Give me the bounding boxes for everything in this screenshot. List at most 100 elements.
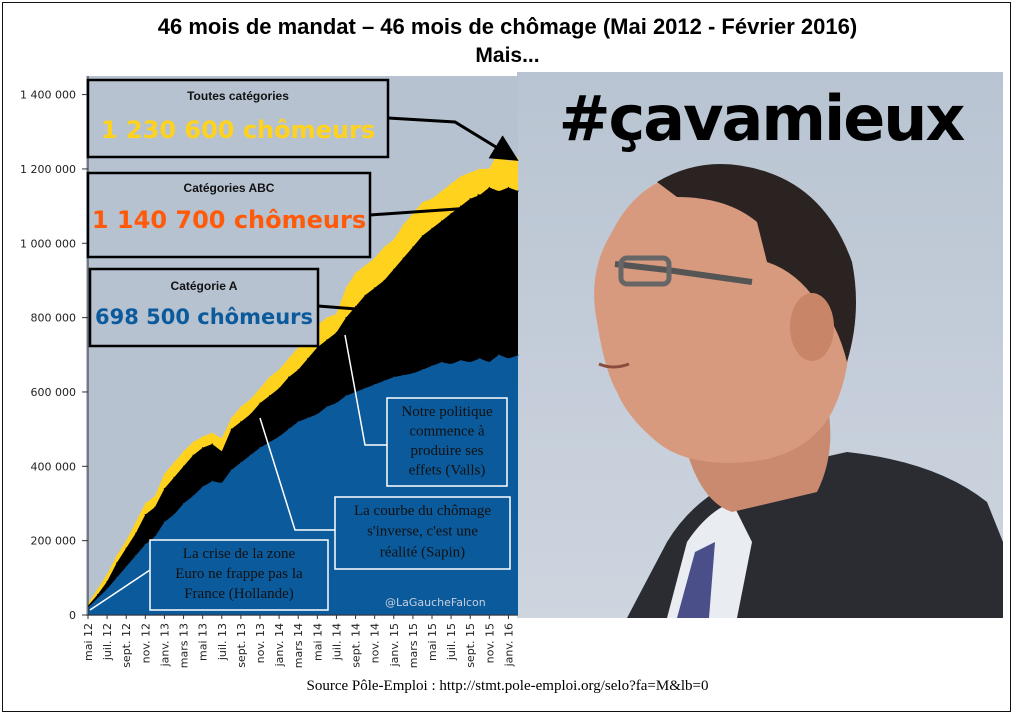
point-a bbox=[507, 357, 509, 360]
point-abc bbox=[412, 246, 414, 248]
point-all bbox=[364, 265, 366, 267]
point-a bbox=[517, 354, 519, 356]
point-a bbox=[421, 369, 423, 371]
point-abc bbox=[221, 450, 223, 452]
y-tick-label: 1 200 000 bbox=[20, 163, 76, 176]
point-all bbox=[135, 521, 137, 523]
point-abc bbox=[106, 580, 108, 583]
annotation-text-sapin: s'inverse, c'est une bbox=[367, 524, 478, 540]
x-tick-label: mars 13 bbox=[178, 623, 191, 668]
point-abc bbox=[326, 339, 328, 341]
annotation-text-hollande: La crise de la zone bbox=[183, 546, 296, 562]
point-abc bbox=[154, 506, 156, 508]
point-a bbox=[230, 469, 232, 471]
point-a bbox=[163, 521, 165, 523]
point-abc bbox=[383, 279, 385, 281]
point-all bbox=[431, 198, 433, 200]
point-a bbox=[345, 395, 347, 397]
point-all bbox=[144, 502, 146, 505]
leader-line-hollande bbox=[89, 569, 151, 611]
arrow-abc bbox=[369, 194, 506, 221]
annotation-box-hollande bbox=[149, 539, 329, 611]
x-tick-label: janv. 16 bbox=[502, 623, 515, 667]
y-tick-label: 1 000 000 bbox=[20, 237, 76, 250]
point-a bbox=[402, 374, 404, 376]
x-tick-label: mai 14 bbox=[311, 623, 324, 661]
x-tick-label: janv. 13 bbox=[158, 623, 171, 667]
point-a bbox=[297, 421, 299, 423]
annotation-text-valls: produire ses bbox=[411, 443, 484, 459]
y-tick-label: 0 bbox=[69, 609, 76, 622]
chart-title: 46 mois de mandat – 46 mois de chômage (… bbox=[157, 14, 858, 39]
x-tick-label: janv. 15 bbox=[388, 623, 401, 667]
point-a bbox=[202, 486, 204, 488]
x-tick-label: sept. 14 bbox=[350, 623, 363, 668]
point-all bbox=[125, 540, 127, 542]
point-a bbox=[97, 597, 99, 599]
point-a bbox=[288, 428, 290, 430]
value-box-all bbox=[86, 78, 390, 159]
x-tick-label: nov. 12 bbox=[139, 623, 152, 663]
point-all bbox=[479, 168, 481, 170]
point-all bbox=[355, 272, 357, 274]
y-tick-label: 600 000 bbox=[31, 386, 77, 399]
point-a bbox=[154, 536, 156, 538]
x-tick-label: nov. 14 bbox=[369, 623, 382, 663]
point-abc bbox=[479, 194, 481, 196]
y-tick-label: 800 000 bbox=[31, 312, 77, 325]
source-note: Source Pôle-Emploi : http://stmt.pole-em… bbox=[306, 678, 709, 694]
point-abc bbox=[249, 413, 251, 415]
point-abc bbox=[469, 198, 471, 200]
point-abc bbox=[460, 205, 462, 207]
point-all bbox=[240, 406, 242, 408]
point-all bbox=[393, 239, 395, 241]
point-all bbox=[106, 573, 108, 575]
annotation-text-valls: commence à bbox=[409, 424, 485, 440]
point-a bbox=[125, 566, 127, 568]
point-abc bbox=[345, 317, 347, 319]
point-all bbox=[383, 246, 385, 248]
point-a bbox=[450, 363, 452, 365]
point-a bbox=[240, 462, 242, 464]
point-a bbox=[335, 402, 337, 404]
portrait-photo bbox=[517, 72, 1003, 618]
arrow-all bbox=[387, 116, 519, 161]
box-layer: Toutes catégories 1 230 600 chômeurs Catég… bbox=[86, 78, 519, 354]
box-value-all: 1 230 600 chômeurs bbox=[101, 116, 375, 144]
x-tick-label: juil. 15 bbox=[445, 623, 458, 661]
point-a bbox=[307, 417, 309, 419]
point-a bbox=[259, 447, 261, 449]
point-abc bbox=[402, 257, 404, 259]
point-abc bbox=[307, 357, 309, 360]
watermark: @LaGaucheFalcon bbox=[385, 596, 486, 609]
arrow-a bbox=[317, 304, 507, 354]
x-tick-label: mai 13 bbox=[197, 623, 210, 661]
point-all bbox=[97, 588, 99, 590]
point-all bbox=[269, 376, 271, 378]
x-tick-label: mars 14 bbox=[292, 623, 305, 668]
point-all bbox=[116, 554, 118, 557]
value-box-a bbox=[88, 267, 320, 348]
point-all bbox=[374, 257, 376, 259]
point-all bbox=[249, 398, 251, 400]
point-a bbox=[488, 361, 490, 363]
point-all bbox=[211, 432, 213, 434]
point-a bbox=[135, 554, 137, 557]
x-tick-label: sept. 15 bbox=[464, 623, 477, 668]
annotation-text-valls: effets (Valls) bbox=[409, 463, 486, 479]
x-tick-label: juil. 12 bbox=[101, 623, 114, 661]
annotation-text-hollande: Euro ne frappe pas la bbox=[175, 566, 303, 582]
point-abc bbox=[135, 532, 137, 534]
point-all bbox=[230, 417, 232, 419]
box-value-a: 698 500 chômeurs bbox=[95, 305, 313, 329]
point-abc bbox=[269, 395, 271, 397]
point-a bbox=[383, 380, 385, 382]
point-abc bbox=[297, 369, 299, 371]
point-abc bbox=[97, 594, 99, 596]
point-abc bbox=[441, 220, 443, 222]
point-abc bbox=[374, 287, 376, 289]
x-tick-label: mai 12 bbox=[82, 623, 95, 661]
point-abc bbox=[240, 421, 242, 423]
point-abc bbox=[259, 402, 261, 404]
